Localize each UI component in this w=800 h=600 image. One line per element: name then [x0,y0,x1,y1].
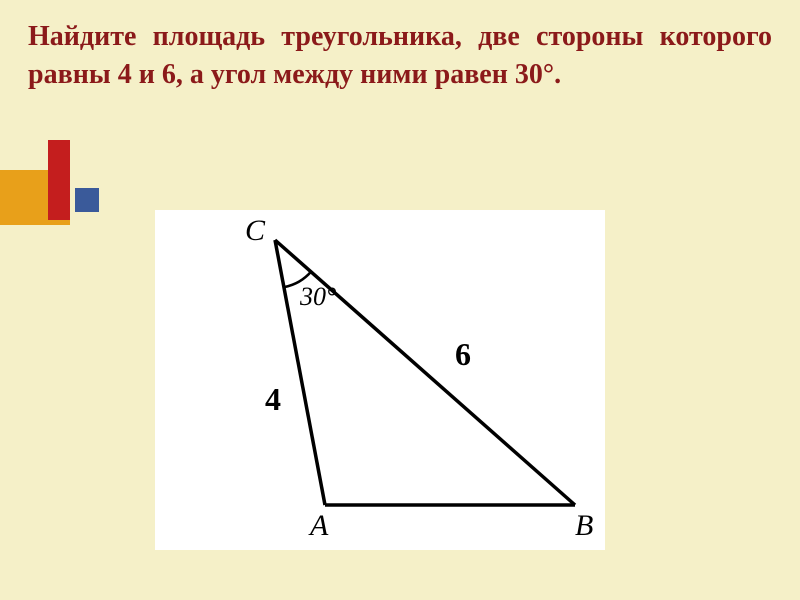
vertex-label-c: C [245,214,266,247]
slide-decoration [0,140,100,240]
side-label-ca: 4 [265,381,281,417]
angle-label: 30° [299,282,336,311]
decoration-blue-block [75,188,99,212]
vertex-label-b: B [575,509,593,542]
triangle-side-cb [275,240,575,505]
triangle-svg: C A B 4 6 30° [155,210,605,550]
side-label-cb: 6 [455,336,471,372]
problem-statement: Найдите площадь треугольника, две сторон… [0,0,800,94]
triangle-diagram: C A B 4 6 30° [155,210,605,550]
vertex-label-a: A [308,509,329,542]
decoration-red-block [48,140,70,220]
